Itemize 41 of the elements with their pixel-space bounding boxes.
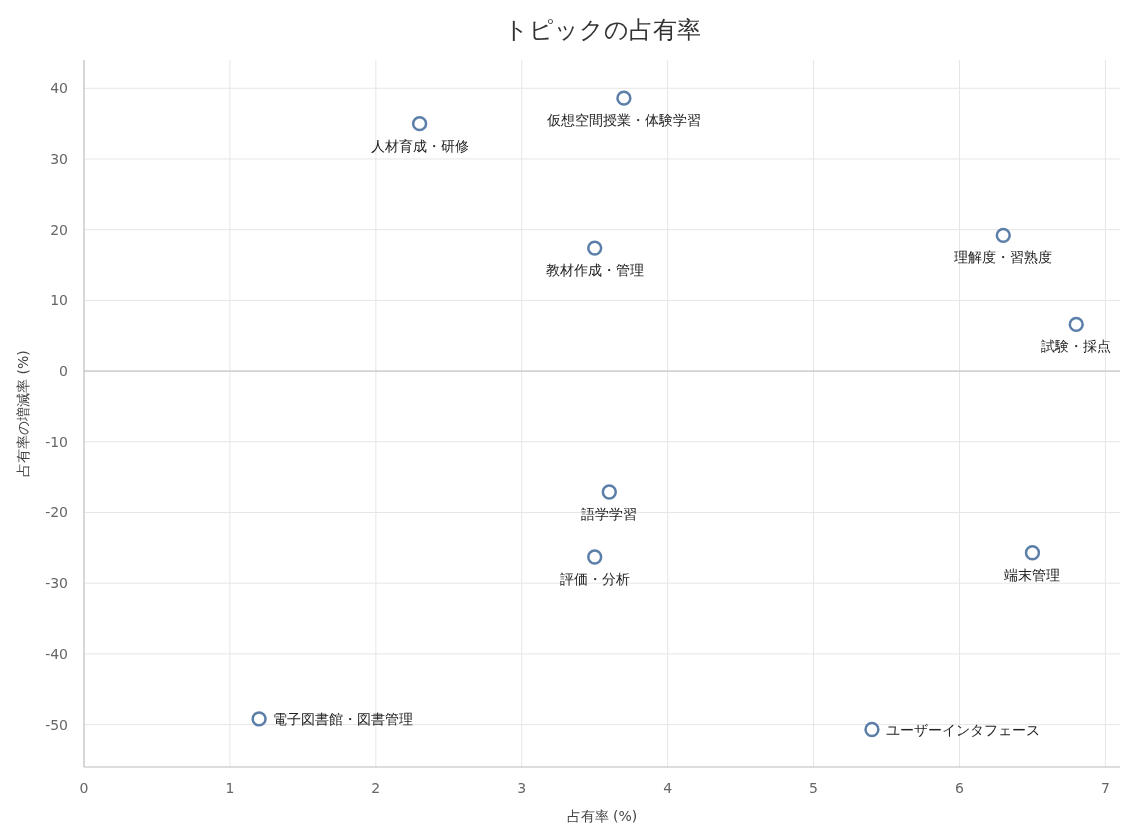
series-label: 理解度・習熟度: [954, 249, 1053, 266]
x-tick-label: 1: [225, 780, 235, 796]
y-tick-label: 10: [50, 292, 68, 309]
y-tick-label: -10: [45, 433, 68, 450]
series-label: 評価・分析: [559, 571, 630, 588]
y-axis-title: 占有率の増減率 (%): [15, 350, 31, 477]
y-tick-label: 0: [59, 363, 68, 380]
point: [601, 484, 617, 500]
x-tick-label: 0: [79, 780, 89, 796]
chart-title: トピックの占有率: [503, 16, 701, 44]
y-tick-label: -40: [45, 645, 68, 662]
y-tick-label: -30: [45, 575, 68, 592]
x-axis-title: 占有率 (%): [566, 808, 638, 824]
series-label: 語学学習: [581, 505, 638, 522]
point: [1024, 545, 1041, 561]
series-label: 電子図書館・図書管理: [273, 710, 414, 727]
y-tick-label: -50: [45, 716, 68, 733]
y-tick-label: 20: [50, 221, 68, 238]
x-tick-label: 5: [809, 780, 819, 796]
series-label: 端末管理: [1004, 566, 1061, 583]
point: [1068, 316, 1084, 333]
point: [587, 240, 603, 256]
x-tick-label: 7: [1100, 780, 1110, 796]
point: [616, 90, 632, 106]
series-label: ユーザーインタフェース: [885, 721, 1040, 738]
point: [995, 227, 1011, 244]
y-tick-label: -20: [45, 504, 68, 521]
x-tick-label: 2: [371, 780, 381, 796]
point: [411, 115, 428, 132]
series-label: 仮想空間授業・体験学習: [545, 112, 701, 129]
series-label: 人材育成・研修: [370, 137, 469, 154]
x-tick-label: 4: [663, 780, 673, 796]
point: [864, 721, 880, 738]
x-tick-label: 6: [955, 780, 965, 796]
x-tick-label: 3: [517, 780, 527, 796]
y-tick-label: 30: [50, 150, 68, 167]
series-label: 教材作成・管理: [545, 262, 644, 279]
series-label: 試験・採点: [1041, 338, 1112, 355]
y-tick-label: 40: [50, 80, 68, 97]
point: [587, 549, 603, 565]
point: [251, 711, 267, 727]
